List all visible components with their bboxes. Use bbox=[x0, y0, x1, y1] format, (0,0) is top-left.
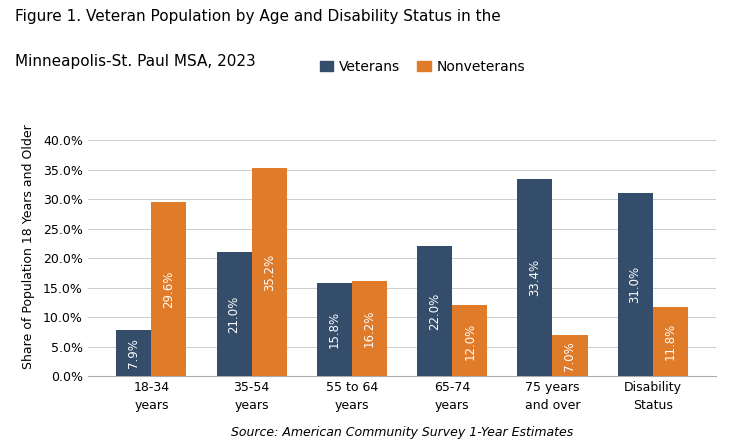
Text: Figure 1. Veteran Population by Age and Disability Status in the: Figure 1. Veteran Population by Age and … bbox=[15, 9, 501, 24]
Bar bbox=[618, 193, 653, 376]
Bar bbox=[417, 246, 452, 376]
Bar bbox=[352, 280, 387, 376]
Text: 11.8%: 11.8% bbox=[664, 323, 677, 360]
Text: 15.8%: 15.8% bbox=[328, 311, 341, 348]
Text: 31.0%: 31.0% bbox=[629, 266, 642, 303]
Bar bbox=[216, 252, 251, 376]
Text: 7.9%: 7.9% bbox=[127, 338, 140, 368]
Bar bbox=[251, 168, 287, 376]
Y-axis label: Share of Population 18 Years and Older: Share of Population 18 Years and Older bbox=[22, 124, 34, 369]
Legend: Veterans, Nonveterans: Veterans, Nonveterans bbox=[314, 54, 531, 79]
Bar bbox=[518, 179, 553, 376]
Text: 35.2%: 35.2% bbox=[262, 254, 276, 291]
Bar bbox=[553, 335, 588, 376]
Text: 12.0%: 12.0% bbox=[463, 322, 476, 359]
Bar bbox=[653, 306, 688, 376]
Text: Source: American Community Survey 1-Year Estimates: Source: American Community Survey 1-Year… bbox=[231, 426, 573, 439]
Text: 22.0%: 22.0% bbox=[428, 293, 441, 330]
Text: 16.2%: 16.2% bbox=[363, 310, 376, 347]
Text: Minneapolis-St. Paul MSA, 2023: Minneapolis-St. Paul MSA, 2023 bbox=[15, 54, 255, 69]
Bar bbox=[151, 202, 186, 376]
Text: 29.6%: 29.6% bbox=[162, 270, 175, 308]
Bar bbox=[317, 283, 352, 376]
Text: 33.4%: 33.4% bbox=[529, 259, 542, 296]
Bar bbox=[452, 306, 488, 376]
Bar bbox=[116, 330, 151, 376]
Text: 7.0%: 7.0% bbox=[564, 341, 577, 370]
Text: 21.0%: 21.0% bbox=[227, 296, 240, 333]
